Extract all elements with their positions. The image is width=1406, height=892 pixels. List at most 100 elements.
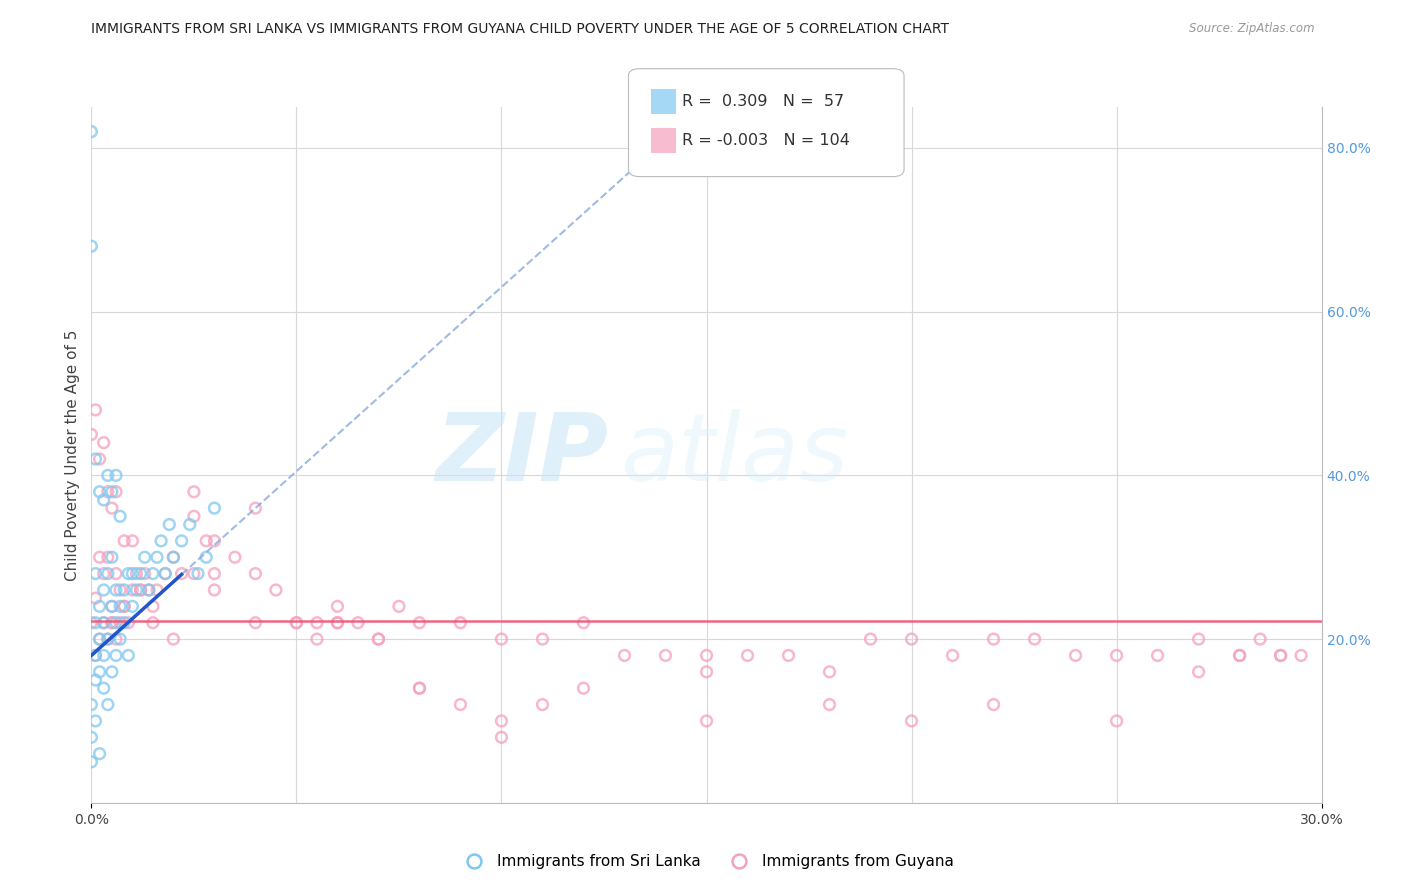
Point	[491, 632, 513, 646]
Text: atlas: atlas	[620, 409, 849, 500]
Point	[105, 582, 127, 597]
Point	[97, 698, 120, 712]
Point	[112, 533, 135, 548]
Point	[572, 615, 595, 630]
Point	[138, 582, 160, 597]
Point	[142, 566, 165, 581]
Point	[121, 599, 143, 614]
Point	[153, 566, 177, 581]
Point	[112, 615, 135, 630]
Text: R =  0.309   N =  57: R = 0.309 N = 57	[682, 95, 844, 109]
Point	[162, 550, 184, 565]
Point	[117, 566, 139, 581]
Point	[89, 550, 111, 565]
Point	[187, 566, 209, 581]
Point	[80, 731, 103, 745]
Point	[195, 533, 218, 548]
Point	[367, 632, 389, 646]
Point	[818, 698, 841, 712]
Point	[80, 427, 103, 442]
Point	[183, 509, 205, 524]
Point	[347, 615, 370, 630]
Point	[326, 599, 349, 614]
Point	[112, 599, 135, 614]
Point	[89, 665, 111, 679]
Point	[97, 550, 120, 565]
Point	[202, 533, 225, 548]
Point	[654, 648, 676, 663]
Point	[818, 665, 841, 679]
Point	[202, 582, 225, 597]
Point	[89, 747, 111, 761]
Point	[101, 665, 124, 679]
Point	[105, 648, 127, 663]
Point	[108, 509, 131, 524]
Point	[105, 484, 127, 499]
Point	[408, 615, 430, 630]
Point	[1024, 632, 1046, 646]
Point	[134, 550, 156, 565]
Point	[1146, 648, 1168, 663]
Point	[138, 582, 160, 597]
Point	[112, 582, 135, 597]
Point	[101, 615, 124, 630]
Text: R = -0.003   N = 104: R = -0.003 N = 104	[682, 134, 849, 148]
Point	[112, 599, 135, 614]
Point	[93, 435, 115, 450]
Point	[101, 615, 124, 630]
Point	[531, 632, 554, 646]
Point	[125, 566, 148, 581]
Point	[305, 632, 328, 646]
Point	[1229, 648, 1251, 663]
Text: Source: ZipAtlas.com: Source: ZipAtlas.com	[1189, 22, 1315, 36]
Point	[183, 566, 205, 581]
Legend: Immigrants from Sri Lanka, Immigrants from Guyana: Immigrants from Sri Lanka, Immigrants fr…	[453, 848, 960, 875]
Point	[202, 501, 225, 516]
Point	[531, 698, 554, 712]
Point	[1270, 648, 1292, 663]
Point	[108, 615, 131, 630]
Point	[1187, 665, 1209, 679]
Point	[93, 615, 115, 630]
Point	[108, 632, 131, 646]
Point	[97, 632, 120, 646]
Point	[105, 615, 127, 630]
Point	[162, 550, 184, 565]
Point	[97, 632, 120, 646]
Point	[146, 550, 169, 565]
Point	[326, 615, 349, 630]
Point	[93, 582, 115, 597]
Point	[183, 484, 205, 499]
Point	[153, 566, 177, 581]
Point	[449, 698, 471, 712]
Point	[1229, 648, 1251, 663]
Point	[105, 468, 127, 483]
Point	[93, 681, 115, 696]
Point	[1064, 648, 1087, 663]
Point	[491, 714, 513, 728]
Point	[121, 533, 143, 548]
Point	[97, 566, 120, 581]
Point	[97, 468, 120, 483]
Point	[572, 681, 595, 696]
Point	[245, 501, 267, 516]
Point	[326, 615, 349, 630]
Point	[142, 599, 165, 614]
Point	[84, 591, 107, 606]
Point	[84, 403, 107, 417]
Point	[80, 239, 103, 253]
Point	[195, 550, 218, 565]
Point	[108, 599, 131, 614]
Point	[101, 550, 124, 565]
Point	[1105, 648, 1128, 663]
Point	[142, 615, 165, 630]
Point	[84, 648, 107, 663]
Point	[224, 550, 246, 565]
Point	[942, 648, 965, 663]
Point	[101, 501, 124, 516]
Point	[150, 533, 173, 548]
Point	[129, 582, 152, 597]
Point	[117, 615, 139, 630]
Point	[695, 665, 717, 679]
Point	[93, 566, 115, 581]
